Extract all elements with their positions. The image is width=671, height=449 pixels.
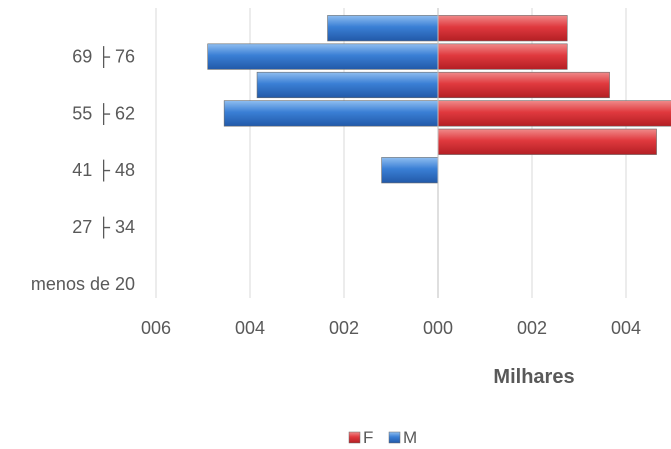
x-tick-label: 004 bbox=[611, 318, 641, 338]
bar-M-8 bbox=[207, 43, 439, 70]
legend-swatch-M bbox=[388, 431, 401, 444]
y-tick-label: 41 ├ 48 bbox=[72, 159, 135, 182]
bar-F-9 bbox=[437, 15, 568, 42]
bar-M-4 bbox=[381, 157, 439, 184]
legend-swatch-F bbox=[348, 431, 361, 444]
x-tick-label: 006 bbox=[141, 318, 171, 338]
y-tick-label: 69 ├ 76 bbox=[72, 46, 135, 69]
y-tick-label: 27 ├ 34 bbox=[72, 216, 135, 239]
x-tick-label: 002 bbox=[329, 318, 359, 338]
bars bbox=[207, 15, 671, 184]
y-tick-label: 55 ├ 62 bbox=[72, 102, 135, 125]
bar-F-8 bbox=[437, 43, 568, 70]
y-tick-label: menos de 20 bbox=[31, 274, 135, 294]
x-axis-title: Milhares bbox=[493, 366, 574, 388]
bar-F-7 bbox=[437, 71, 610, 99]
x-tick-label: 004 bbox=[235, 318, 265, 338]
legend-label-F: F bbox=[363, 428, 373, 447]
x-tick-label: 000 bbox=[423, 318, 453, 338]
bar-F-5 bbox=[437, 128, 657, 155]
axes: 006 004 002 000 002 004 menos de 20 27 ├ 34 41 ├… bbox=[31, 8, 641, 338]
bar-M-7 bbox=[256, 71, 439, 99]
bar-F-6 bbox=[437, 100, 671, 127]
x-tick-label: 002 bbox=[517, 318, 547, 338]
bar-M-9 bbox=[327, 15, 439, 42]
bar-M-6 bbox=[223, 100, 439, 127]
legend-label-M: M bbox=[403, 428, 417, 447]
